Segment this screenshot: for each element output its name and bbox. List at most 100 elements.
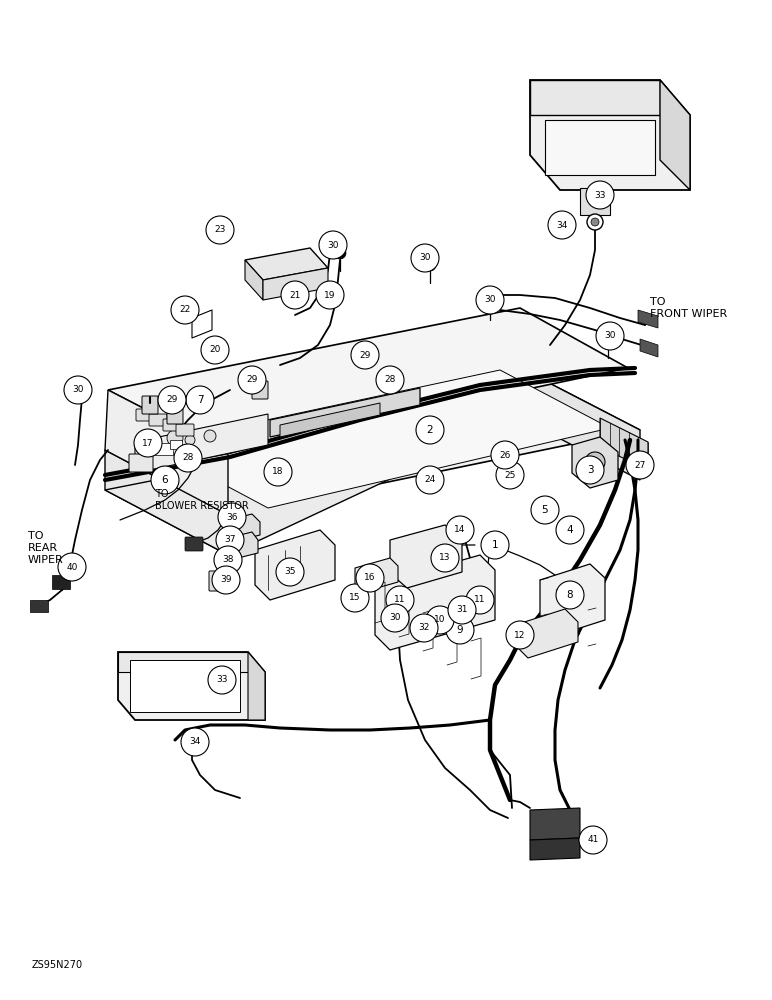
Text: 29: 29 bbox=[359, 351, 371, 360]
Bar bbox=[170, 440, 182, 449]
Text: 20: 20 bbox=[209, 346, 221, 355]
Text: 40: 40 bbox=[66, 562, 78, 572]
Polygon shape bbox=[248, 652, 265, 720]
Text: 36: 36 bbox=[226, 512, 238, 522]
Bar bbox=[52, 575, 70, 589]
Text: 33: 33 bbox=[216, 676, 228, 684]
Text: 2: 2 bbox=[427, 425, 433, 435]
Text: TO
FRONT WIPER: TO FRONT WIPER bbox=[650, 297, 727, 319]
FancyBboxPatch shape bbox=[252, 381, 268, 399]
Text: 28: 28 bbox=[384, 375, 396, 384]
Circle shape bbox=[185, 435, 195, 445]
FancyBboxPatch shape bbox=[167, 406, 183, 424]
FancyBboxPatch shape bbox=[185, 537, 203, 551]
Bar bbox=[30, 600, 48, 612]
Polygon shape bbox=[375, 555, 495, 650]
Circle shape bbox=[424, 259, 436, 271]
FancyBboxPatch shape bbox=[142, 396, 158, 414]
Circle shape bbox=[585, 452, 605, 472]
Text: 30: 30 bbox=[419, 253, 431, 262]
Polygon shape bbox=[105, 408, 520, 555]
Text: 16: 16 bbox=[364, 574, 376, 582]
Polygon shape bbox=[545, 120, 655, 175]
Circle shape bbox=[206, 216, 234, 244]
Circle shape bbox=[484, 296, 496, 308]
Text: 30: 30 bbox=[389, 613, 401, 622]
Circle shape bbox=[431, 544, 459, 572]
Polygon shape bbox=[638, 310, 658, 328]
Text: ZS95N270: ZS95N270 bbox=[32, 960, 83, 970]
Text: 4: 4 bbox=[567, 525, 574, 535]
Polygon shape bbox=[105, 368, 640, 515]
Text: 29: 29 bbox=[246, 375, 258, 384]
Circle shape bbox=[466, 586, 494, 614]
Circle shape bbox=[276, 558, 304, 586]
Circle shape bbox=[411, 244, 439, 272]
Text: TO
BLOWER RESISTOR: TO BLOWER RESISTOR bbox=[155, 489, 249, 511]
Circle shape bbox=[376, 366, 404, 394]
Polygon shape bbox=[600, 418, 648, 470]
Circle shape bbox=[426, 606, 454, 634]
Circle shape bbox=[531, 496, 559, 524]
Text: 29: 29 bbox=[166, 395, 178, 404]
Circle shape bbox=[548, 211, 576, 239]
Text: 6: 6 bbox=[161, 475, 168, 485]
Circle shape bbox=[587, 214, 603, 230]
FancyBboxPatch shape bbox=[129, 454, 153, 472]
Polygon shape bbox=[228, 514, 260, 541]
Polygon shape bbox=[245, 260, 263, 300]
Text: 26: 26 bbox=[499, 450, 511, 460]
Polygon shape bbox=[245, 248, 328, 280]
Circle shape bbox=[184, 730, 200, 746]
Polygon shape bbox=[530, 80, 690, 190]
Circle shape bbox=[556, 581, 584, 609]
Text: 30: 30 bbox=[604, 332, 616, 340]
Polygon shape bbox=[390, 525, 462, 588]
Circle shape bbox=[579, 826, 607, 854]
Text: 35: 35 bbox=[284, 568, 296, 576]
Circle shape bbox=[181, 728, 209, 756]
Text: 30: 30 bbox=[327, 240, 339, 249]
Polygon shape bbox=[130, 660, 240, 712]
Polygon shape bbox=[108, 308, 628, 452]
Text: 34: 34 bbox=[189, 738, 201, 746]
Polygon shape bbox=[540, 564, 605, 636]
Text: 13: 13 bbox=[439, 554, 451, 562]
Text: 3: 3 bbox=[587, 465, 594, 475]
Text: 14: 14 bbox=[454, 526, 466, 534]
Text: 15: 15 bbox=[349, 593, 361, 602]
Circle shape bbox=[491, 441, 519, 469]
Text: 8: 8 bbox=[567, 590, 574, 600]
Circle shape bbox=[171, 296, 199, 324]
Text: 23: 23 bbox=[215, 226, 225, 234]
Polygon shape bbox=[105, 450, 228, 555]
Polygon shape bbox=[572, 437, 618, 488]
Text: 30: 30 bbox=[484, 296, 496, 304]
Text: 25: 25 bbox=[504, 471, 516, 480]
Circle shape bbox=[212, 566, 240, 594]
Circle shape bbox=[134, 429, 162, 457]
Circle shape bbox=[204, 430, 216, 442]
Circle shape bbox=[218, 503, 246, 531]
FancyBboxPatch shape bbox=[163, 419, 181, 431]
Text: 11: 11 bbox=[394, 595, 406, 604]
Polygon shape bbox=[135, 414, 268, 473]
Circle shape bbox=[416, 416, 444, 444]
Polygon shape bbox=[520, 368, 640, 480]
Polygon shape bbox=[270, 388, 420, 437]
Polygon shape bbox=[263, 268, 328, 300]
Text: 12: 12 bbox=[514, 631, 526, 640]
Circle shape bbox=[174, 444, 202, 472]
Polygon shape bbox=[355, 558, 398, 592]
Circle shape bbox=[188, 734, 196, 742]
Polygon shape bbox=[150, 370, 610, 508]
Circle shape bbox=[216, 526, 244, 554]
FancyBboxPatch shape bbox=[149, 414, 167, 426]
Polygon shape bbox=[515, 609, 578, 658]
Text: 11: 11 bbox=[474, 595, 486, 604]
Circle shape bbox=[341, 584, 369, 612]
Circle shape bbox=[386, 586, 414, 614]
Circle shape bbox=[76, 386, 88, 398]
Text: 17: 17 bbox=[142, 438, 154, 448]
Text: 37: 37 bbox=[224, 536, 235, 544]
